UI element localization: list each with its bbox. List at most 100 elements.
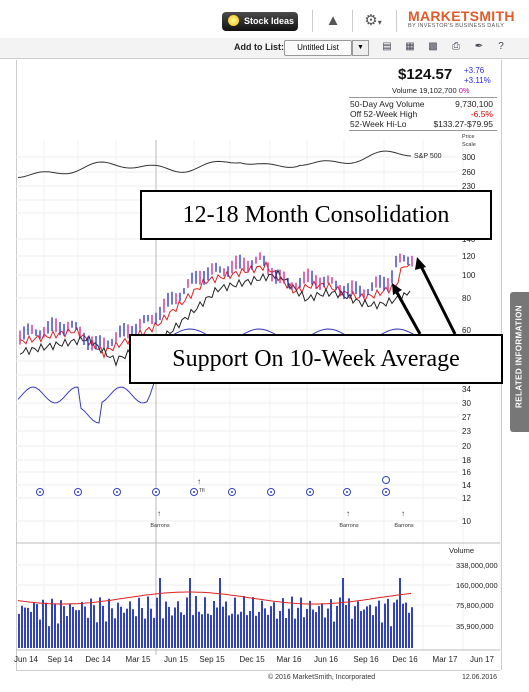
volume-bar xyxy=(354,606,356,648)
volume-bar xyxy=(324,617,326,648)
separator xyxy=(352,10,353,32)
price-tick-label: 18 xyxy=(462,456,471,465)
top-bar: Stock Ideas ▲ ⚙▾ MARKETSMITH BY INVESTOR… xyxy=(0,0,529,39)
volume-bar xyxy=(234,597,236,648)
volume-bar xyxy=(60,600,62,648)
price-tick-label: 230 xyxy=(462,182,476,191)
volume-bar xyxy=(162,618,164,648)
volume-bar xyxy=(201,614,203,648)
volume-bar xyxy=(282,598,284,648)
barrons-label: Barrons xyxy=(150,523,170,529)
volume-bar xyxy=(342,578,344,648)
earnings-marker-dot xyxy=(155,491,157,493)
volume-bar xyxy=(360,611,362,648)
volume-bar xyxy=(219,578,221,648)
event-label: Tfl xyxy=(199,488,205,494)
date-tick-label: Mar 15 xyxy=(126,655,151,664)
volume-bar xyxy=(270,606,272,648)
volume-bar xyxy=(33,602,35,648)
price-tick-label: 260 xyxy=(462,168,476,177)
earnings-marker-dot xyxy=(39,491,41,493)
print-icon[interactable]: ⎙ xyxy=(452,41,460,52)
volume-bar xyxy=(258,611,260,648)
volume-bar xyxy=(189,578,191,648)
volume-bar xyxy=(27,607,29,648)
price-tick-label: 80 xyxy=(462,294,471,303)
volume-bar xyxy=(345,605,347,648)
volume-bar xyxy=(273,602,275,648)
volume-bar xyxy=(375,606,377,648)
volume-bar xyxy=(387,598,389,648)
logo-text: MARKETSMITH xyxy=(408,8,515,24)
volume-bar xyxy=(279,610,281,648)
help-icon[interactable]: ? xyxy=(498,41,504,52)
date-tick-label: Sep 14 xyxy=(47,655,73,664)
volume-bar xyxy=(195,596,197,648)
last-price: $124.57 xyxy=(398,66,453,83)
volume-bar xyxy=(102,605,104,648)
volume-bar xyxy=(240,611,242,648)
volume-bar xyxy=(249,610,251,648)
date-tick-label: Mar 16 xyxy=(277,655,302,664)
volume-bar xyxy=(159,578,161,648)
volume-bar xyxy=(30,611,32,648)
layout-icon[interactable]: ▦ xyxy=(405,41,415,52)
volume-bar xyxy=(48,626,50,648)
stock-ideas-button[interactable]: Stock Ideas xyxy=(222,12,298,31)
volume-bar xyxy=(99,597,101,648)
volume-bar xyxy=(117,602,119,648)
draw-tool-icon[interactable]: ✒ xyxy=(474,41,484,52)
list-select[interactable]: Untitled List xyxy=(284,40,352,56)
related-information-tab[interactable]: RELATED INFORMATION xyxy=(510,292,529,432)
volume-bar xyxy=(372,615,374,648)
date-tick-label: Dec 14 xyxy=(85,655,111,664)
volume-bar xyxy=(348,598,350,648)
earnings-marker-dot xyxy=(385,491,387,493)
volume-bar xyxy=(84,606,86,648)
volume-bar xyxy=(396,599,398,648)
ten-week-ma-line xyxy=(19,260,411,359)
volume-bar xyxy=(144,618,146,648)
volume-bar xyxy=(399,578,401,648)
date-tick-label: Sep 16 xyxy=(353,655,379,664)
volume-bar xyxy=(243,596,245,648)
volume-bar xyxy=(111,608,113,648)
logo-subtitle: BY INVESTOR'S BUSINESS DAILY xyxy=(408,23,505,29)
volume-readout: Volume 19,102,700 0% xyxy=(392,86,470,95)
volume-bar xyxy=(276,618,278,648)
price-tick-label: 30 xyxy=(462,399,471,408)
volume-bar xyxy=(222,606,224,648)
date-tick-label: Dec 16 xyxy=(392,655,418,664)
earnings-marker-dot xyxy=(116,491,118,493)
volume-bar xyxy=(261,600,263,648)
volume-bar xyxy=(405,602,407,648)
chevron-down-icon[interactable]: ▼ xyxy=(352,40,369,56)
volume-bar xyxy=(318,606,320,648)
volume-bar xyxy=(126,608,128,648)
event-arrow: ↑ xyxy=(157,509,161,518)
volume-bar xyxy=(402,603,404,648)
volume-bar xyxy=(87,617,89,648)
price-tick-label: 23 xyxy=(462,427,471,436)
date-tick-label: Jun 15 xyxy=(164,655,189,664)
volume-bar xyxy=(267,614,269,648)
chart-toolbar: Add to List: Untitled List ▼ ▤ ▦ ▩ ⎙ ✒ ? xyxy=(0,38,529,59)
volume-bar xyxy=(294,618,296,648)
arrow-head xyxy=(392,283,402,295)
earnings-marker xyxy=(382,476,390,484)
indicator-icon[interactable]: ▩ xyxy=(428,41,438,52)
stat-value: 9,730,100 xyxy=(455,99,493,109)
volume-bar xyxy=(51,598,53,648)
gear-icon[interactable]: ⚙▾ xyxy=(364,12,382,29)
volume-bar xyxy=(330,599,332,648)
volume-bar xyxy=(252,597,254,648)
chart-view-icon[interactable]: ▤ xyxy=(382,41,392,52)
earnings-marker-dot xyxy=(270,491,272,493)
volume-bar xyxy=(81,601,83,648)
volume-bar xyxy=(300,597,302,648)
arrow-shaft xyxy=(418,263,457,335)
event-arrow: ↑ xyxy=(197,477,201,486)
alert-bell-icon[interactable]: ▲ xyxy=(325,12,341,29)
related-information-label: RELATED INFORMATION xyxy=(514,305,524,408)
